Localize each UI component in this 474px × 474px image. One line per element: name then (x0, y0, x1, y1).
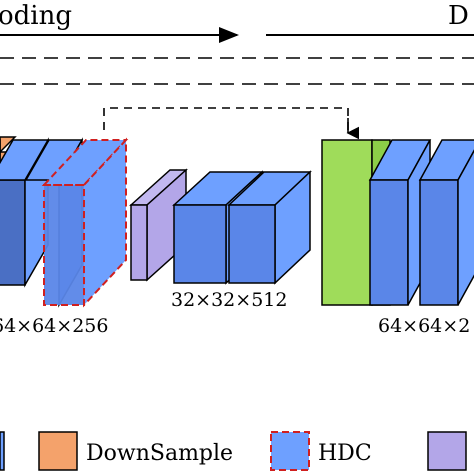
dimension-label-middle: 32×32×512 (171, 289, 287, 311)
legend-label-hdc: HDC (318, 441, 372, 466)
legend-swatch-downsample (38, 431, 78, 471)
hdc-block-dashed (41, 137, 129, 308)
legend-label-downsample: DownSample (86, 441, 233, 466)
decoding-label: D (448, 1, 469, 31)
legend-swatch-hdc (270, 431, 310, 471)
dimension-label-right: 64×64×2 (378, 315, 470, 337)
legend: DownSample HDC (0, 431, 467, 471)
dimension-label-left: 64×64×256 (0, 315, 108, 337)
skip-connection (103, 107, 349, 130)
encoding-label: oding (0, 1, 72, 31)
purple-block-middle (129, 168, 188, 282)
legend-swatch-partial (0, 431, 5, 471)
legend-swatch-purple (427, 431, 467, 471)
hdc-block-right-2 (418, 139, 474, 306)
hdc-block-middle-2 (227, 170, 312, 285)
